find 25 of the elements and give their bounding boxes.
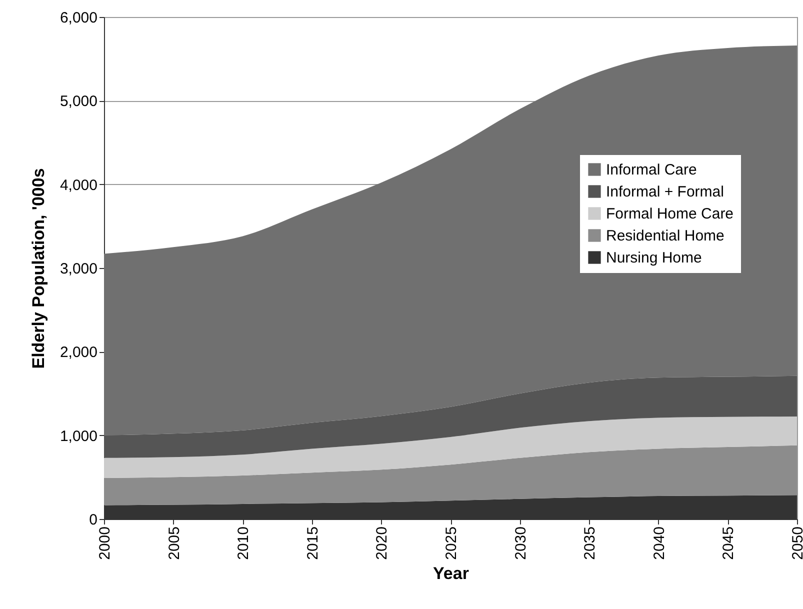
- legend-label: Formal Home Care: [606, 206, 734, 222]
- x-tick-label: 2045: [720, 526, 738, 560]
- x-tick-label: 2000: [96, 526, 114, 560]
- x-tick-label: 2040: [650, 526, 668, 560]
- x-tick-label: 2050: [790, 526, 803, 560]
- legend-label: Residential Home: [606, 228, 724, 244]
- x-axis-title: Year: [433, 564, 470, 583]
- y-tick-label: 1,000: [60, 428, 98, 445]
- legend-label: Informal Care: [606, 162, 697, 178]
- legend-label: Nursing Home: [606, 250, 702, 266]
- x-tick-label: 2035: [582, 526, 599, 560]
- x-tick-label: 2015: [304, 526, 322, 560]
- y-tick-label: 5,000: [60, 93, 98, 110]
- x-tick-label: 2025: [443, 526, 460, 560]
- x-tick-label: 2020: [374, 526, 391, 560]
- y-tick-label: 0: [89, 512, 98, 528]
- legend-label: Informal + Formal: [606, 184, 724, 200]
- y-tick-label: 4,000: [60, 176, 98, 194]
- y-tick-label: 3,000: [60, 260, 98, 278]
- x-tick-label: 2030: [512, 526, 530, 560]
- y-tick-label: 6,000: [60, 10, 98, 26]
- y-axis-title: Elderly Population, '000s: [28, 168, 48, 369]
- x-tick-label: 2005: [166, 526, 183, 560]
- x-tick-label: 2010: [235, 526, 252, 560]
- y-tick-label: 2,000: [60, 344, 98, 362]
